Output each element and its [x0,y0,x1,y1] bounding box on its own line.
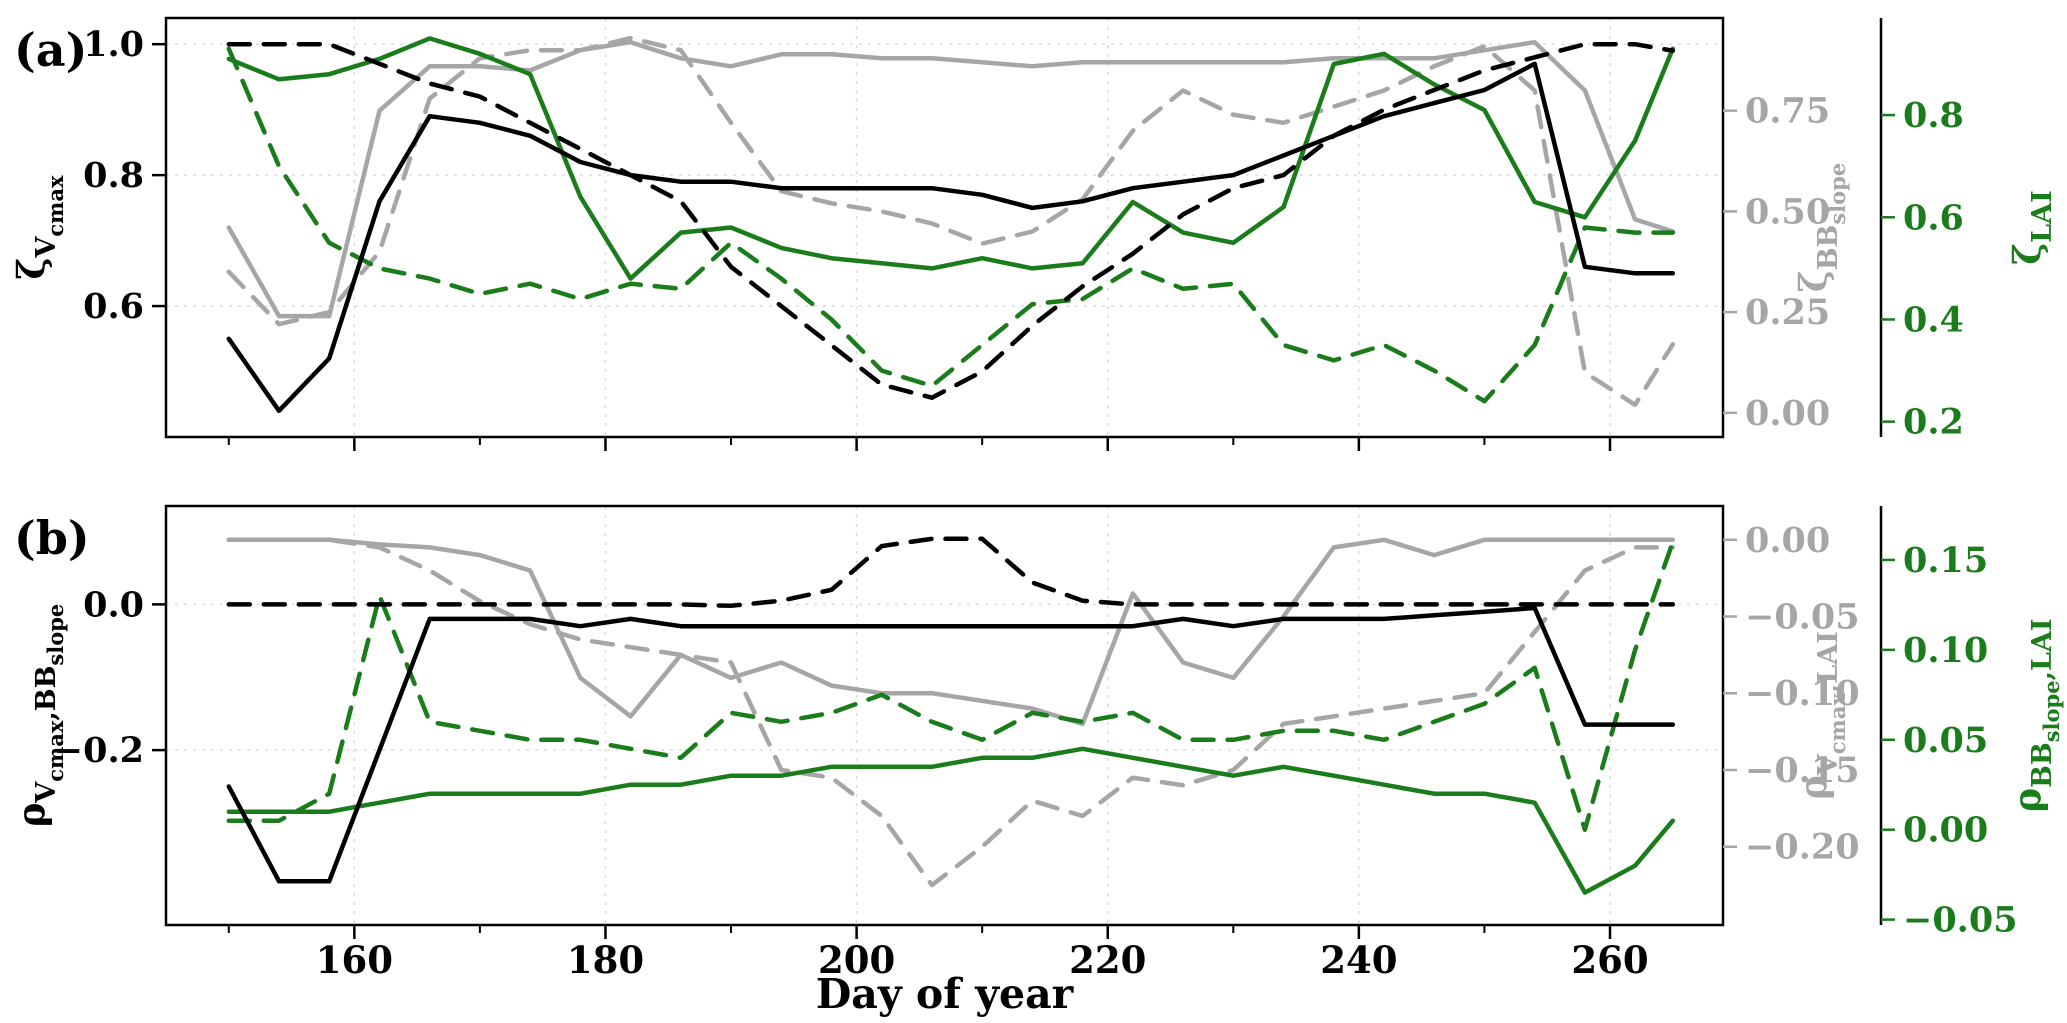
series-rho-BBslope-LAI-solid [226,746,1676,895]
tick-label-gray: −0.20 [1745,827,1860,868]
tick-label-gray: −0.05 [1745,597,1860,638]
tick-label-green: 0.15 [1903,540,1988,581]
tick-label-green: 0.8 [1903,95,1964,136]
tick-label-x: 180 [567,938,644,982]
axis-label-left-b: ρVcmax,BBslope [9,604,68,828]
series-rho-Vcmax-LAI-dashed [226,537,1676,888]
tick-label-x: 260 [1571,938,1648,982]
tick-label-green: 0.00 [1903,810,1988,851]
tick-label-green: 0.4 [1903,299,1964,340]
tick-label-left: 0.0 [83,584,144,625]
tick-label-x: 240 [1320,938,1397,982]
tick-label-x: 220 [1069,938,1146,982]
axis-label-gray-b: ρVcmax,LAI [1791,631,1850,800]
series-zeta-Vcmax-solid [226,61,1676,414]
tick-label-gray: 0.50 [1745,191,1830,232]
tick-label-left: 1.0 [83,24,144,65]
x-axis-title: Day of year [816,970,1075,1018]
tick-label-gray: 0.00 [1745,520,1830,561]
tick-label-left: 0.6 [83,286,144,327]
axis-label-green-a: ζLAI [2005,190,2058,265]
series-zeta-LAI-solid [226,36,1676,281]
series-rho-Vcmax-LAI-solid [226,537,1676,727]
tick-label-x: 200 [818,938,895,982]
axis-label-gray-a: ζBBslope [1791,163,1850,292]
panel-frame-b [164,504,1725,927]
tick-label-gray: 0.75 [1745,91,1830,132]
panel-tag-b: (b) [14,511,90,565]
axis-label-green-b: ρBBslope,LAI [2005,618,2064,812]
tick-label-green: 0.2 [1903,402,1964,443]
tick-label-gray: −0.15 [1745,750,1860,791]
tick-label-left: 0.8 [83,155,144,196]
tick-label-gray: 0.00 [1745,393,1830,434]
series-zeta-Vcmax-dashed [226,41,1676,400]
series-zeta-BBslope-solid [226,39,1676,319]
tick-label-gray: 0.25 [1745,292,1830,333]
tick-label-gray: −0.10 [1745,673,1860,714]
series-rho-Vcmax-BBslope-solid [226,605,1676,884]
axis-label-left-a: ζVcmax [9,175,68,279]
tick-label-green: 0.6 [1903,197,1964,238]
series-zeta-BBslope-dashed [226,35,1676,408]
tick-label-x: 160 [316,938,393,982]
series-rho-Vcmax-BBslope-dashed [226,536,1676,609]
tick-label-green: 0.05 [1903,720,1988,761]
tick-label-left: −0.2 [54,730,144,771]
tick-label-green: 0.10 [1903,630,1988,671]
panel-tag-a: (a) [14,23,87,77]
series-zeta-LAI-dashed [226,46,1676,404]
series-rho-BBslope-LAI-dashed [226,539,1676,832]
tick-label-green: −0.05 [1903,900,2018,941]
panel-frame-a [164,16,1725,439]
